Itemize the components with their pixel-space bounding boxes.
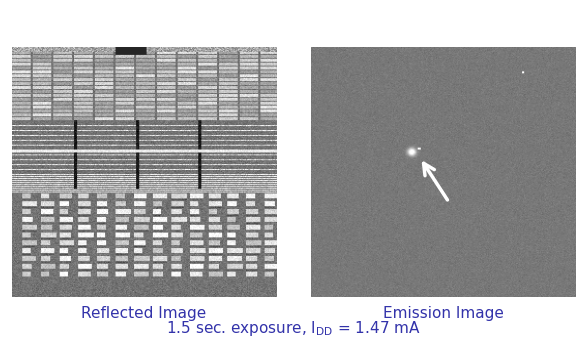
Text: Emission Image: Emission Image [383, 306, 504, 321]
Text: Reflected Image: Reflected Image [81, 306, 207, 321]
Text: 1.5 sec. exposure, $\mathrm{I_{DD}}$ = 1.47 mA: 1.5 sec. exposure, $\mathrm{I_{DD}}$ = 1… [166, 319, 421, 337]
